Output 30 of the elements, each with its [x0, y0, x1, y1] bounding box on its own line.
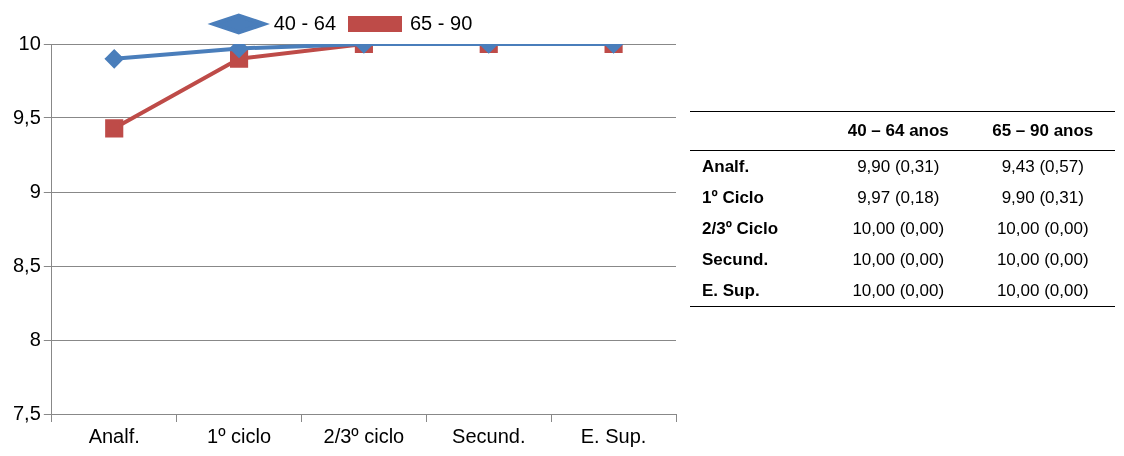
- text: 9,97 (0,18): [857, 187, 940, 207]
- y-tick-label: 8: [29, 327, 41, 350]
- category-label: Analf.: [702, 156, 750, 176]
- y-tick-label: 10: [18, 31, 41, 54]
- x-tick-label: 1º ciclo: [207, 424, 272, 447]
- text: 10,00 (0,00): [852, 280, 945, 300]
- category-label: E. Sup.: [702, 280, 760, 300]
- text: 9,43 (0,57): [1001, 156, 1084, 176]
- x-tick-label: Analf.: [88, 424, 140, 447]
- category-label: 65 – 90 anos: [970, 111, 1115, 151]
- category-label: 2/3º Ciclo: [702, 218, 779, 238]
- text: 9,90 (0,31): [1001, 187, 1084, 207]
- text: 10,00 (0,00): [852, 249, 945, 269]
- y-tick-label: 9,5: [12, 105, 41, 128]
- legend-label: 65 - 90: [410, 11, 473, 34]
- text: 10,00 (0,00): [852, 218, 945, 238]
- y-tick-label: 8,5: [12, 253, 41, 276]
- category-label: 1º Ciclo: [702, 187, 764, 207]
- y-tick-label: 7,5: [12, 401, 41, 424]
- y-tick-label: 9: [29, 179, 41, 202]
- category-label: Secund.: [702, 249, 769, 269]
- legend-label: 40 - 64: [273, 11, 336, 34]
- text: 10,00 (0,00): [996, 218, 1089, 238]
- x-tick-label: 2/3º ciclo: [323, 424, 405, 447]
- text: 10,00 (0,00): [996, 280, 1089, 300]
- x-tick-label: Secund.: [452, 424, 526, 447]
- text: 10,00 (0,00): [996, 249, 1089, 269]
- category-label: 40 – 64 anos: [826, 111, 971, 151]
- x-tick-label: E. Sup.: [580, 424, 647, 447]
- text: 9,90 (0,31): [857, 156, 940, 176]
